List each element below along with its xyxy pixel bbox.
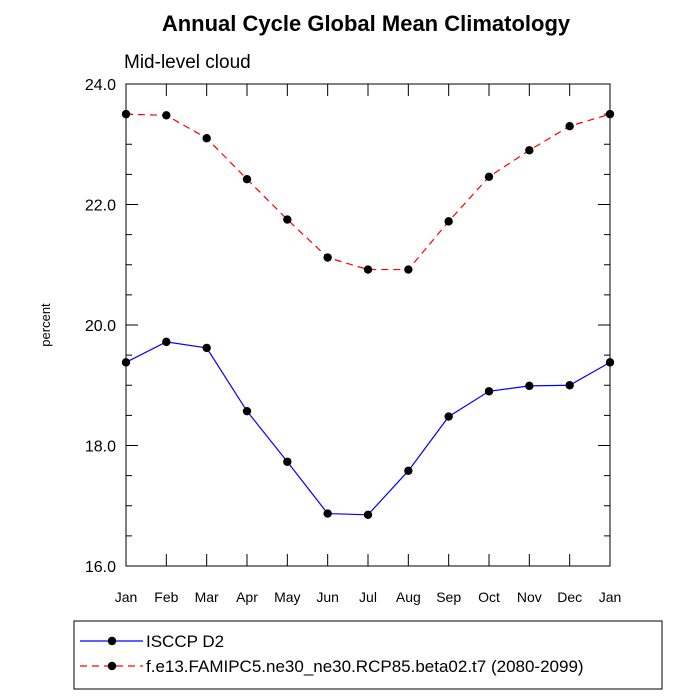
data-point [404,466,413,476]
x-tick-label: Oct [478,589,500,605]
x-tick-label: Nov [517,589,542,605]
data-point [202,134,211,143]
data-point [121,358,131,367]
x-tick-label: Aug [396,589,421,605]
data-point [242,406,252,416]
legend-label: ISCCP D2 [146,632,224,651]
data-point [363,265,373,274]
data-point [484,387,494,396]
x-tick-label: Dec [557,589,582,605]
legend-marker [107,661,117,671]
axes: 16.0 18.0 20.0 22.0 24.0 Jan Feb Mar Apr May Jun Ju… [85,77,621,605]
data-point [121,109,131,119]
data-point [323,253,332,262]
data-point [162,111,171,120]
x-tick-label: Mar [195,589,219,605]
chart-title: Annual Cycle Global Mean Climatology [162,11,571,36]
x-tick-label: Sep [436,589,461,605]
data-point [242,174,252,184]
legend-marker [107,636,117,646]
x-tick-label: Jun [316,589,339,605]
x-tick-label: Jan [115,589,138,605]
legend-label: f.e13.FAMIPC5.ne30_ne30.RCP85.beta02.t7 … [146,657,584,676]
x-tick-label: Feb [154,589,178,605]
data-point [525,146,534,155]
x-tick-label: Jul [359,589,377,605]
x-tick-label: Apr [236,589,258,605]
data-point [283,457,292,466]
y-tick-label: 22.0 [85,198,116,215]
series-group [121,109,615,519]
data-point [202,343,211,353]
data-point [484,172,494,181]
plot-frame [125,83,611,567]
data-point [605,358,615,367]
legend-box [73,620,663,690]
series-line [125,341,611,516]
y-tick-label: 16.0 [85,559,116,576]
data-point [444,217,453,226]
data-point [323,509,332,518]
data-point [605,109,615,119]
data-point [162,337,171,347]
data-point [565,121,574,131]
chart-subtitle: Mid-level cloud [124,52,251,73]
legend: ISCCP D2 f.e13.FAMIPC5.ne30_ne30.RCP85.be… [73,620,663,690]
series-line [125,113,611,271]
data-point [363,510,373,519]
series-2 [121,109,615,274]
y-tick-label: 18.0 [85,439,116,456]
data-point [565,381,574,390]
y-axis-label: percent [38,303,53,347]
data-point [404,265,413,274]
data-point [525,381,534,391]
x-tick-label: Jan [599,589,622,605]
data-point [444,412,453,421]
y-tick-label: 24.0 [85,77,116,94]
x-tick-label: May [274,589,300,605]
series-1 [121,337,615,519]
data-point [283,215,292,224]
y-tick-label: 20.0 [85,318,116,335]
